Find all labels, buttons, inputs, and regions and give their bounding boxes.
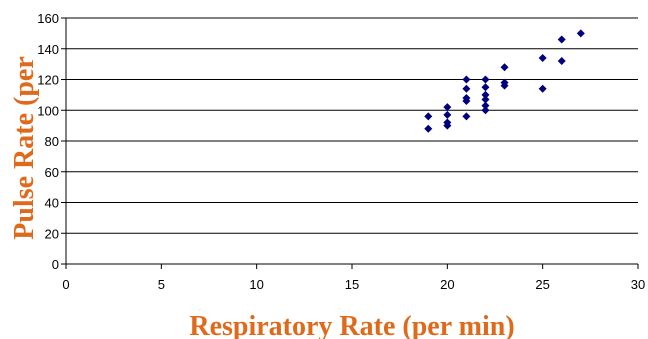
data-point [462,112,471,121]
data-point [538,84,547,93]
y-tick-label: 60 [45,165,59,180]
data-point [462,84,471,93]
data-point [557,35,566,44]
data-point [481,90,490,99]
x-tick-labels: 0 5 10 15 20 25 30 [62,277,645,292]
data-point [481,75,490,84]
data-point [443,103,452,112]
x-tick-label: 10 [249,277,263,292]
y-tick-label: 0 [52,257,59,272]
y-tick-labels: 0 20 40 60 80 100 120 140 160 [37,11,59,272]
x-tick-label: 25 [535,277,549,292]
data-point [443,121,452,130]
y-tick-label: 100 [37,103,59,118]
x-tick-label: 15 [345,277,359,292]
y-tick-label: 140 [37,42,59,57]
data-point [500,81,509,90]
data-point [462,75,471,84]
data-point [443,110,452,119]
x-tick-label: 30 [631,277,645,292]
y-tick-label: 80 [45,134,59,149]
y-tick-label: 20 [45,226,59,241]
data-point [481,101,490,110]
y-tick-label: 40 [45,196,59,211]
data-point [481,106,490,115]
x-axis-title: Respiratory Rate (per min) [189,311,514,339]
data-point [462,97,471,106]
data-point [538,53,547,62]
data-point [481,83,490,92]
data-point [481,95,490,104]
x-tick-label: 20 [440,277,454,292]
data-point [500,63,509,72]
y-tick-label: 160 [37,11,59,26]
data-point [557,57,566,66]
data-point [424,124,433,133]
axes [61,17,639,269]
x-tick-label: 0 [62,277,69,292]
y-tick-label: 120 [37,73,59,88]
data-points [424,29,585,133]
data-point [424,112,433,121]
gridlines [66,17,638,234]
y-axis-title: Pulse Rate (per [9,56,40,240]
data-point [576,29,585,38]
x-tick-label: 5 [158,277,165,292]
